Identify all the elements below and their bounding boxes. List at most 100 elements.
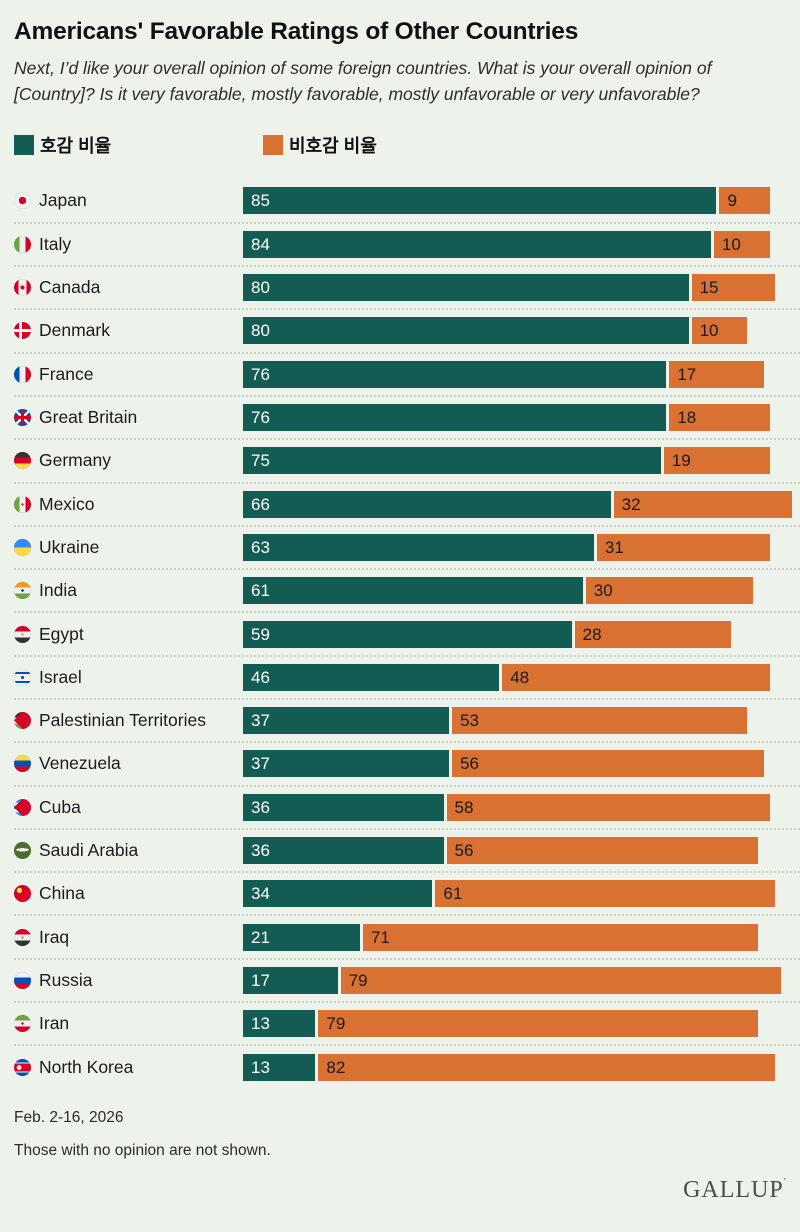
unfavorable-value: 56 xyxy=(460,754,479,774)
bar-track: 13 82 xyxy=(243,1053,800,1081)
favorable-value: 37 xyxy=(251,711,270,731)
country-label: Russia xyxy=(39,969,93,990)
favorable-bar: 85 xyxy=(243,186,717,214)
table-row: Italy 84 10 xyxy=(14,221,800,265)
table-row: Palestinian Territories 37 53 xyxy=(14,698,800,741)
bar-track: 84 10 xyxy=(243,230,800,258)
unfavorable-value: 58 xyxy=(454,797,474,817)
unfavorable-value: 18 xyxy=(677,408,697,428)
country-cell: France xyxy=(14,364,243,385)
survey-date: Feb. 2-16, 2026 xyxy=(14,1108,124,1126)
bar-track: 75 19 xyxy=(243,447,800,475)
table-row: Cuba 36 58 xyxy=(14,784,800,828)
table-row: Great Britain 76 18 xyxy=(14,394,800,438)
unfavorable-value: 10 xyxy=(699,321,719,341)
table-row: Venezuela 37 56 xyxy=(14,741,800,784)
unfavorable-value: 19 xyxy=(671,451,691,471)
favorable-bar: 75 xyxy=(243,447,661,475)
favorable-bar: 59 xyxy=(243,620,572,648)
table-row: North Korea 13 82 xyxy=(14,1044,800,1087)
unfavorable-bar: 30 xyxy=(585,577,753,605)
country-cell: Germany xyxy=(14,450,243,471)
country-cell: Palestinian Territories xyxy=(14,710,243,731)
country-label: Israel xyxy=(39,666,82,687)
bar-track: 76 17 xyxy=(243,360,800,388)
country-label: Denmark xyxy=(39,320,110,341)
country-label: Mexico xyxy=(39,493,95,514)
country-cell: North Korea xyxy=(14,1057,243,1078)
country-label: Great Britain xyxy=(39,407,138,428)
favorable-value: 21 xyxy=(251,927,270,947)
favorable-bar: 17 xyxy=(243,966,338,994)
country-cell: India xyxy=(14,580,243,601)
favorable-bar: 37 xyxy=(243,707,450,735)
flag-denmark-icon xyxy=(14,322,31,340)
unfavorable-value: 28 xyxy=(582,624,602,644)
favorable-value: 13 xyxy=(251,1057,270,1077)
flag-palestinian-territories-icon xyxy=(14,712,31,730)
bar-track: 80 15 xyxy=(243,274,800,302)
unfavorable-value: 79 xyxy=(348,970,368,990)
country-cell: Venezuela xyxy=(14,753,243,774)
flag-cuba-icon xyxy=(14,798,31,816)
favorable-bar: 66 xyxy=(243,490,611,518)
favorable-bar: 61 xyxy=(243,577,583,605)
flag-germany-icon xyxy=(14,452,31,470)
flag-ukraine-icon xyxy=(14,538,31,556)
table-row: Iraq 21 71 xyxy=(14,914,800,957)
unfavorable-bar: 53 xyxy=(452,707,748,735)
flag-great-britain-icon xyxy=(14,409,31,427)
country-cell: China xyxy=(14,883,243,904)
country-label: North Korea xyxy=(39,1056,134,1077)
flag-canada-icon xyxy=(14,279,31,297)
unfavorable-value: 17 xyxy=(677,364,697,384)
bar-track: 46 48 xyxy=(243,663,800,691)
country-cell: Denmark xyxy=(14,320,243,341)
unfavorable-value: 31 xyxy=(604,537,624,557)
favorable-value: 80 xyxy=(251,278,270,298)
country-label: China xyxy=(39,883,85,904)
country-label: Egypt xyxy=(39,623,84,644)
unfavorable-bar: 58 xyxy=(446,793,770,821)
flag-france-icon xyxy=(14,365,31,383)
unfavorable-bar: 32 xyxy=(613,490,792,518)
table-row: India 61 30 xyxy=(14,568,800,611)
table-row: Israel 46 48 xyxy=(14,654,800,698)
footnote: Those with no opinion are not shown. xyxy=(14,1141,271,1159)
table-row: Iran 13 79 xyxy=(14,1001,800,1044)
unfavorable-bar: 79 xyxy=(318,1010,759,1038)
unfavorable-bar: 28 xyxy=(574,620,731,648)
bar-track: 37 53 xyxy=(243,707,800,735)
unfavorable-swatch-icon xyxy=(263,134,283,155)
country-label: India xyxy=(39,580,77,601)
table-row: France 76 17 xyxy=(14,351,800,395)
legend: 호감 비율 비호감 비율 xyxy=(14,132,800,158)
bar-track: 76 18 xyxy=(243,404,800,432)
favorable-value: 36 xyxy=(251,797,270,817)
favorable-bar: 21 xyxy=(243,923,360,951)
unfavorable-value: 79 xyxy=(326,1014,346,1034)
bar-track: 13 79 xyxy=(243,1010,800,1038)
unfavorable-value: 71 xyxy=(370,927,390,947)
country-cell: Italy xyxy=(14,234,243,255)
country-cell: Great Britain xyxy=(14,407,243,428)
favorable-value: 17 xyxy=(251,970,270,990)
bar-track: 63 31 xyxy=(243,533,800,561)
country-cell: Ukraine xyxy=(14,537,243,558)
flag-iran-icon xyxy=(14,1015,31,1033)
favorable-bar: 36 xyxy=(243,793,444,821)
unfavorable-bar: 61 xyxy=(435,880,776,908)
unfavorable-value: 61 xyxy=(443,884,463,904)
unfavorable-bar: 9 xyxy=(719,186,770,214)
legend-item-unfavorable: 비호감 비율 xyxy=(263,132,377,158)
unfavorable-bar: 17 xyxy=(669,360,764,388)
favorable-value: 66 xyxy=(251,494,270,514)
favorable-value: 85 xyxy=(251,190,270,210)
flag-italy-icon xyxy=(14,235,31,253)
unfavorable-value: 9 xyxy=(727,190,737,210)
table-row: Denmark 80 10 xyxy=(14,308,800,351)
country-cell: Saudi Arabia xyxy=(14,840,243,861)
unfavorable-value: 82 xyxy=(326,1057,346,1077)
unfavorable-bar: 15 xyxy=(691,274,776,302)
favorable-value: 37 xyxy=(251,754,270,774)
